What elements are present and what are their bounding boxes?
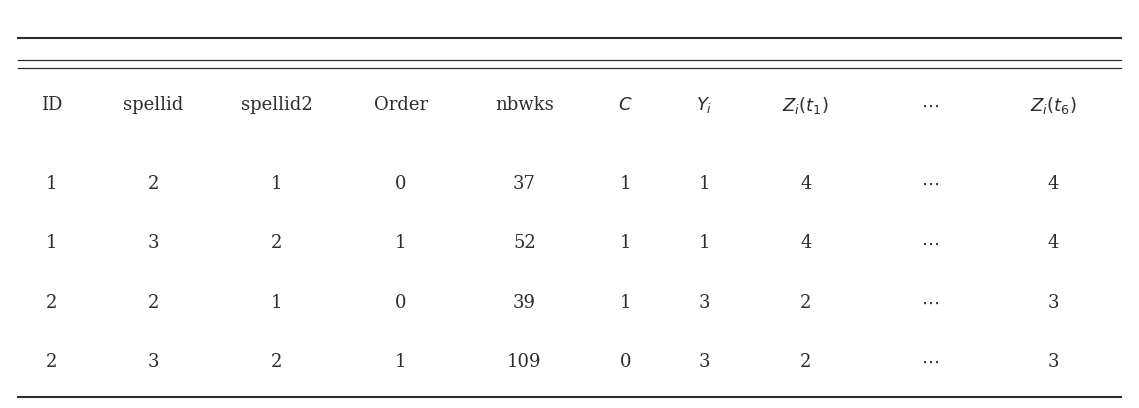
Text: 2: 2	[800, 353, 811, 370]
Text: 3: 3	[147, 235, 159, 253]
Text: 1: 1	[47, 175, 58, 193]
Text: 1: 1	[620, 235, 631, 253]
Text: 1: 1	[620, 293, 631, 312]
Text: 4: 4	[1048, 175, 1059, 193]
Text: $\cdots$: $\cdots$	[920, 293, 939, 312]
Text: $Z_i(t_1)$: $Z_i(t_1)$	[782, 95, 829, 116]
Text: 1: 1	[395, 235, 407, 253]
Text: 37: 37	[513, 175, 536, 193]
Text: $\cdots$: $\cdots$	[920, 235, 939, 253]
Text: $\cdots$: $\cdots$	[920, 175, 939, 193]
Text: 1: 1	[620, 175, 631, 193]
Text: 2: 2	[148, 175, 159, 193]
Text: 1: 1	[395, 353, 407, 370]
Text: $\cdots$: $\cdots$	[920, 353, 939, 370]
Text: 3: 3	[698, 353, 711, 370]
Text: 3: 3	[147, 353, 159, 370]
Text: 2: 2	[47, 353, 58, 370]
Text: 52: 52	[514, 235, 535, 253]
Text: 2: 2	[148, 293, 159, 312]
Text: 4: 4	[1048, 235, 1059, 253]
Text: 1: 1	[698, 235, 711, 253]
Text: 2: 2	[47, 293, 58, 312]
Text: $Z_i(t_6)$: $Z_i(t_6)$	[1030, 95, 1076, 116]
Text: 0: 0	[620, 353, 631, 370]
Text: $Y_i$: $Y_i$	[696, 95, 713, 115]
Text: 39: 39	[513, 293, 536, 312]
Text: 2: 2	[271, 235, 282, 253]
Text: 4: 4	[800, 235, 811, 253]
Text: $\cdots$: $\cdots$	[920, 96, 939, 115]
Text: 3: 3	[1048, 293, 1059, 312]
Text: 1: 1	[271, 293, 282, 312]
Text: 0: 0	[395, 293, 407, 312]
Text: 1: 1	[698, 175, 711, 193]
Text: 3: 3	[698, 293, 711, 312]
Text: nbwks: nbwks	[495, 96, 554, 115]
Text: spellid: spellid	[123, 96, 183, 115]
Text: $C$: $C$	[618, 96, 633, 115]
Text: 3: 3	[1048, 353, 1059, 370]
Text: 2: 2	[271, 353, 282, 370]
Text: 1: 1	[271, 175, 282, 193]
Text: ID: ID	[41, 96, 63, 115]
Text: 2: 2	[800, 293, 811, 312]
Text: 109: 109	[507, 353, 542, 370]
Text: 1: 1	[47, 235, 58, 253]
Text: 4: 4	[800, 175, 811, 193]
Text: spellid2: spellid2	[241, 96, 313, 115]
Text: Order: Order	[374, 96, 428, 115]
Text: 0: 0	[395, 175, 407, 193]
